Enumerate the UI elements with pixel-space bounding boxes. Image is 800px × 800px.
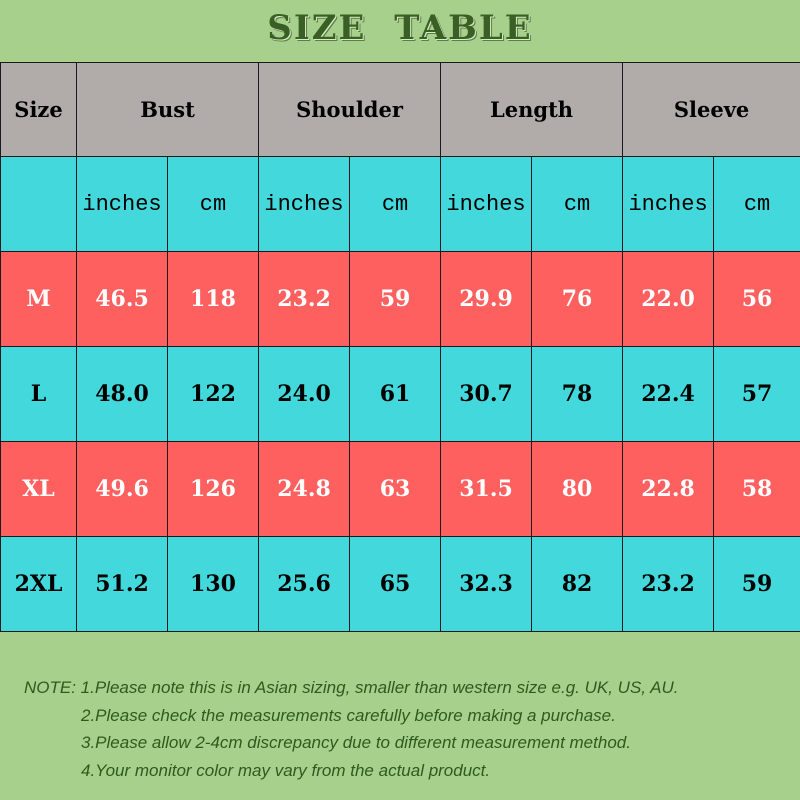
value-cell: 48.0 xyxy=(76,346,168,442)
size-cell: XL xyxy=(0,441,77,537)
value-cell: 61 xyxy=(349,346,442,442)
value-cell: 58 xyxy=(713,441,800,537)
units-row: inches cm inches cm inches cm inches cm xyxy=(0,156,800,252)
unit-cell: cm xyxy=(713,156,800,252)
size-cell: M xyxy=(0,251,77,347)
value-cell: 46.5 xyxy=(76,251,168,347)
unit-cell: cm xyxy=(531,156,624,252)
table-row: M 46.5 118 23.2 59 29.9 76 22.0 56 xyxy=(0,251,800,347)
header-length: Length xyxy=(440,62,624,157)
value-cell: 22.0 xyxy=(622,251,715,347)
value-cell: 24.8 xyxy=(258,441,351,537)
size-cell: L xyxy=(0,346,77,442)
size-cell: 2XL xyxy=(0,536,77,632)
value-cell: 29.9 xyxy=(440,251,533,347)
value-cell: 31.5 xyxy=(440,441,533,537)
note-line-1: NOTE: 1.Please note this is in Asian siz… xyxy=(24,678,679,697)
value-cell: 82 xyxy=(531,536,624,632)
header-row: Size Bust Shoulder Length Sleeve xyxy=(0,62,800,157)
value-cell: 22.4 xyxy=(622,346,715,442)
value-cell: 24.0 xyxy=(258,346,351,442)
note-line-3: 3.Please allow 2-4cm discrepancy due to … xyxy=(81,733,631,752)
value-cell: 65 xyxy=(349,536,442,632)
value-cell: 51.2 xyxy=(76,536,168,632)
header-bust: Bust xyxy=(75,62,260,157)
unit-cell: inches xyxy=(622,156,715,252)
unit-cell: inches xyxy=(440,156,533,252)
notes-section: NOTE: 1.Please note this is in Asian siz… xyxy=(24,674,678,784)
unit-cell: cm xyxy=(349,156,442,252)
header-shoulder: Shoulder xyxy=(258,62,442,157)
note-line-2: 2.Please check the measurements carefull… xyxy=(81,705,616,725)
note-line-4: 4.Your monitor color may vary from the a… xyxy=(81,760,491,780)
unit-cell: inches xyxy=(76,156,168,252)
value-cell: 23.2 xyxy=(622,536,715,632)
unit-cell xyxy=(0,156,77,252)
value-cell: 49.6 xyxy=(76,441,168,537)
value-cell: 25.6 xyxy=(258,536,351,632)
value-cell: 32.3 xyxy=(440,536,533,632)
header-size: Size xyxy=(0,62,77,157)
value-cell: 80 xyxy=(531,441,624,537)
value-cell: 59 xyxy=(713,536,800,632)
value-cell: 22.8 xyxy=(622,441,715,537)
value-cell: 23.2 xyxy=(258,251,351,347)
value-cell: 78 xyxy=(531,346,624,442)
value-cell: 118 xyxy=(166,251,260,347)
table-row: 2XL 51.2 130 25.6 65 32.3 82 23.2 59 xyxy=(0,536,800,632)
page-title: SIZE TABLE xyxy=(267,8,533,48)
value-cell: 130 xyxy=(166,536,260,632)
value-cell: 56 xyxy=(713,251,800,347)
unit-cell: inches xyxy=(258,156,351,252)
table-row: XL 49.6 126 24.8 63 31.5 80 22.8 58 xyxy=(0,441,800,537)
value-cell: 57 xyxy=(713,346,800,442)
unit-cell: cm xyxy=(166,156,260,252)
value-cell: 59 xyxy=(349,251,442,347)
table-row: L 48.0 122 24.0 61 30.7 78 22.4 57 xyxy=(0,346,800,442)
value-cell: 76 xyxy=(531,251,624,347)
value-cell: 63 xyxy=(349,441,442,537)
header-sleeve: Sleeve xyxy=(622,62,800,157)
value-cell: 122 xyxy=(166,346,260,442)
value-cell: 126 xyxy=(166,441,260,537)
size-table: Size Bust Shoulder Length Sleeve inches … xyxy=(0,62,800,632)
value-cell: 30.7 xyxy=(440,346,533,442)
